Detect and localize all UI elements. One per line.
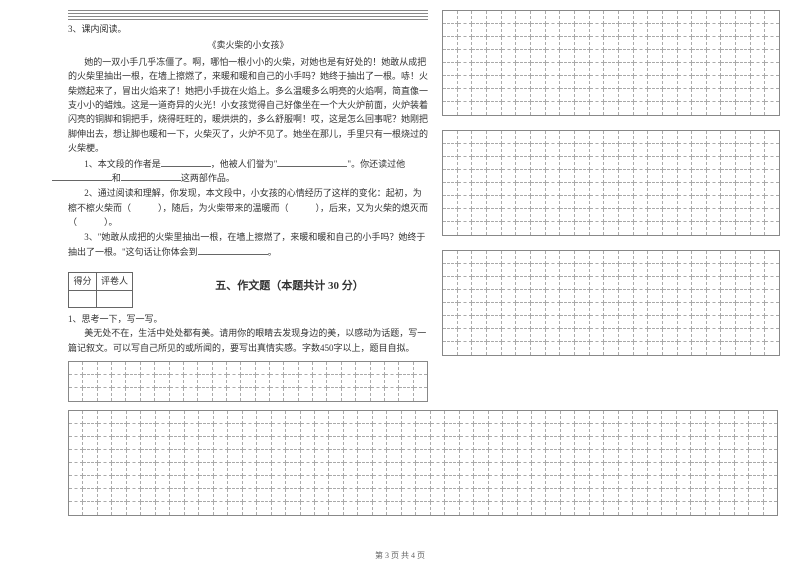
score-table: 得分评卷人 xyxy=(68,272,133,308)
grader-header: 评卷人 xyxy=(97,273,133,290)
text: ，他被人们誉为" xyxy=(211,159,278,169)
writing-grid xyxy=(442,130,780,236)
text: 。 xyxy=(268,247,277,257)
q3-sub2: 2、通过阅读和理解，你发现，本文段中，小女孩的心情经历了这样的变化：起初，为檫不… xyxy=(68,186,428,229)
grader-cell xyxy=(97,290,133,307)
text: 1、本文段的作者是 xyxy=(84,159,161,169)
writing-grid-wide xyxy=(68,410,778,516)
text: "。你还读过他 xyxy=(347,159,405,169)
score-cell xyxy=(69,290,97,307)
left-column: 3、课内阅读。 《卖火柴的小女孩》 她的一双小手几乎冻僵了。啊，哪怕一根小小的火… xyxy=(68,10,428,416)
passage-body: 她的一双小手几乎冻僵了。啊，哪怕一根小小的火柴，对她也是有好处的！她敢从成把的火… xyxy=(68,55,428,156)
q3-sub1: 1、本文段的作者是 ，他被人们誉为" "。你还读过他 和 这两部作品。 xyxy=(68,157,428,186)
q3-sub3: 3、"她敢从成把的火柴里抽出一根，在墙上擦燃了，来暖和暖和自己的小手吗？她终于抽… xyxy=(68,230,428,259)
blank-author xyxy=(161,157,211,167)
writing-grid xyxy=(442,10,780,116)
section5-title: 五、作文题（本题共计 30 分） xyxy=(215,278,364,296)
text: 这两部作品。 xyxy=(181,173,235,183)
q3-label: 3、课内阅读。 xyxy=(68,22,428,36)
bottom-grid-wrap xyxy=(68,410,778,516)
text: 和 xyxy=(112,173,121,183)
writing-grid-small xyxy=(68,361,428,402)
passage-title: 《卖火柴的小女孩》 xyxy=(68,38,428,52)
blank-feel xyxy=(198,245,268,255)
blank-work2 xyxy=(121,171,181,181)
s5-q1: 1、思考一下，写一写。 xyxy=(68,312,428,326)
page-footer: 第 3 页 共 4 页 xyxy=(0,550,800,561)
score-header: 得分 xyxy=(69,273,97,290)
s5-body: 美无处不在，生活中处处都有美。请用你的眼睛去发现身边的美，以感动为话题，写一篇记… xyxy=(68,326,428,355)
writing-grid xyxy=(442,250,780,356)
blank-line xyxy=(68,19,428,20)
blank-work1 xyxy=(52,171,112,181)
blank-line xyxy=(68,16,428,17)
exam-page: 3、课内阅读。 《卖火柴的小女孩》 她的一双小手几乎冻僵了。啊，哪怕一根小小的火… xyxy=(0,0,800,565)
right-column xyxy=(442,10,780,370)
blank-honor xyxy=(277,157,347,167)
blank-line xyxy=(68,10,428,11)
blank-line xyxy=(68,13,428,14)
